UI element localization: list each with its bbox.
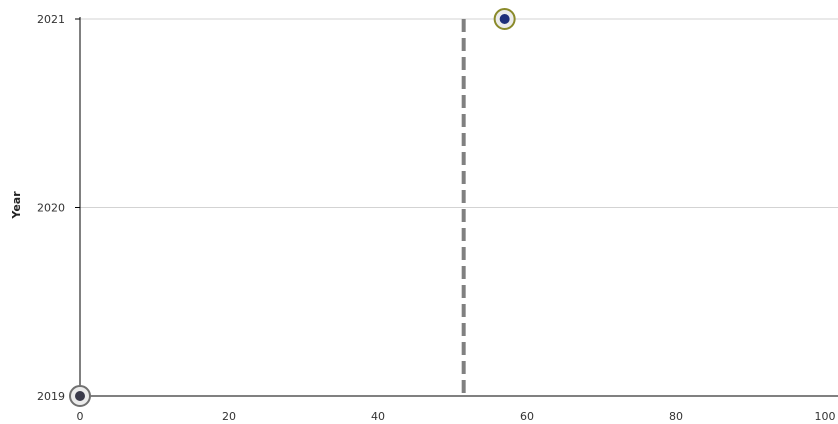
data-points bbox=[69, 8, 516, 407]
x-tick-label: 80 bbox=[669, 410, 683, 423]
x-tick-label: 20 bbox=[222, 410, 236, 423]
y-tick-label: 2021 bbox=[37, 13, 65, 26]
data-point bbox=[493, 8, 516, 30]
tick-labels: 2019 2020 2021 0 20 40 60 80 100 bbox=[37, 13, 836, 423]
y-tick-label: 2019 bbox=[37, 390, 65, 403]
data-point bbox=[69, 385, 91, 407]
y-axis-title: Year bbox=[10, 191, 23, 220]
grid bbox=[80, 18, 838, 397]
x-tick-label: 60 bbox=[520, 410, 534, 423]
y-tick-label: 2020 bbox=[37, 202, 65, 215]
axes bbox=[75, 17, 838, 397]
x-tick-label: 100 bbox=[815, 410, 836, 423]
data-point-marker bbox=[499, 14, 510, 24]
x-tick-label: 0 bbox=[77, 410, 84, 423]
data-point-marker bbox=[75, 391, 85, 401]
x-tick-label: 40 bbox=[371, 410, 385, 423]
